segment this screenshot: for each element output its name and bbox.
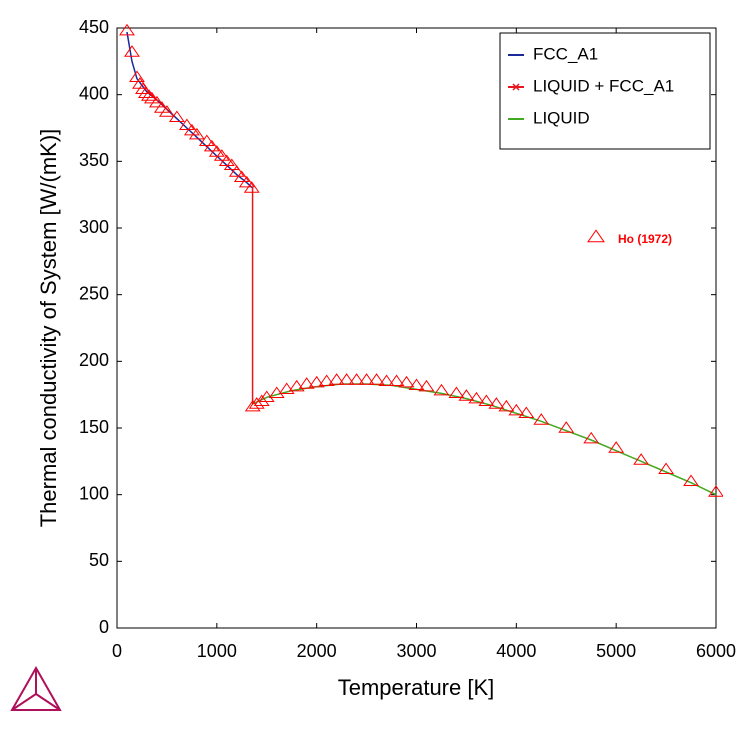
triangle-marker [218,154,235,167]
triangle-marker [137,86,154,99]
triangle-marker [368,373,385,385]
triangle-marker [478,394,495,407]
x-tick-label: 5000 [596,641,636,661]
x-tick-label: 3000 [396,641,436,661]
x-tick-label: 6000 [696,641,736,661]
legend-label: LIQUID [533,108,590,127]
triangle-marker [178,118,195,131]
y-tick-label: 50 [89,550,109,570]
triangle-marker [398,375,415,388]
logo [10,665,62,711]
x-tick-label: 1000 [197,641,237,661]
triangle-marker [608,441,625,453]
triangle-marker [140,89,157,101]
triangle-marker [213,149,230,161]
triangle-marker [468,391,485,404]
triangle-marker [233,170,250,183]
y-tick-label: 350 [79,150,109,170]
triangle-marker [153,101,170,113]
triangle-marker [248,397,265,409]
y-tick-label: 100 [79,483,109,503]
triangle-marker [458,389,475,401]
triangle-marker [119,23,135,36]
triangle-marker [168,110,185,123]
plot-area [119,23,723,497]
triangle-marker [683,474,699,487]
y-tick-label: 0 [99,617,109,637]
triangle-marker [158,105,175,117]
triangle-marker [558,421,575,433]
y-tick-label: 150 [79,417,109,437]
triangle-marker [183,123,200,136]
x-tick-label: 2000 [297,641,337,661]
triangle-marker [243,181,260,193]
triangle-marker [508,403,525,416]
triangle-marker [583,431,600,444]
triangle-marker [328,373,345,385]
y-tick-label: 450 [79,17,109,37]
legend-label: Ho (1972) [618,232,672,246]
line-series [252,383,717,496]
x-tick-label: 4000 [496,641,536,661]
triangle-marker [308,375,325,388]
triangle-marker [288,379,305,392]
x-tick-label: 0 [112,641,122,661]
triangle-marker [518,406,535,419]
triangle-marker [148,95,165,108]
triangle-marker [223,158,240,171]
triangle-marker [188,127,205,140]
triangle-marker [253,394,270,407]
triangle-marker [658,462,675,475]
x-axis-title: Temperature [K] [338,675,495,700]
triangle-marker [298,377,315,389]
triangle-marker [408,378,425,391]
triangle-marker [388,374,405,387]
triangle-marker [448,386,465,399]
triangle-marker [633,453,650,465]
y-tick-label: 300 [79,217,109,237]
y-axis-title: Thermal conductivity of System [W/(mK)] [36,129,61,528]
triangle-marker [143,91,160,104]
triangle-marker [318,374,335,387]
triangle-marker [124,45,140,57]
triangle-marker [533,413,550,425]
triangle-marker [278,382,295,395]
legend-label: LIQUID + FCC_A1 [533,76,674,95]
legend-box [499,32,711,150]
legend-marker [512,83,520,91]
triangle-marker [418,379,435,392]
triangle-marker [488,397,505,409]
triangle-marker [433,383,450,396]
legend-label: FCC_A1 [533,44,598,63]
triangle-marker [708,485,723,497]
y-tick-label: 200 [79,350,109,370]
y-tick-label: 400 [79,83,109,103]
triangle-marker [203,139,220,152]
triangle-marker [498,399,515,412]
triangle-marker [338,373,355,385]
triangle-marker [208,145,225,157]
triangle-marker [348,373,365,385]
triangle-marker [228,165,245,177]
triangle-marker [238,175,255,188]
triangle-marker [358,373,375,385]
legend-marker [587,229,605,243]
triangle-marker [198,134,215,147]
y-tick-label: 250 [79,283,109,303]
triangle-marker [378,374,395,387]
